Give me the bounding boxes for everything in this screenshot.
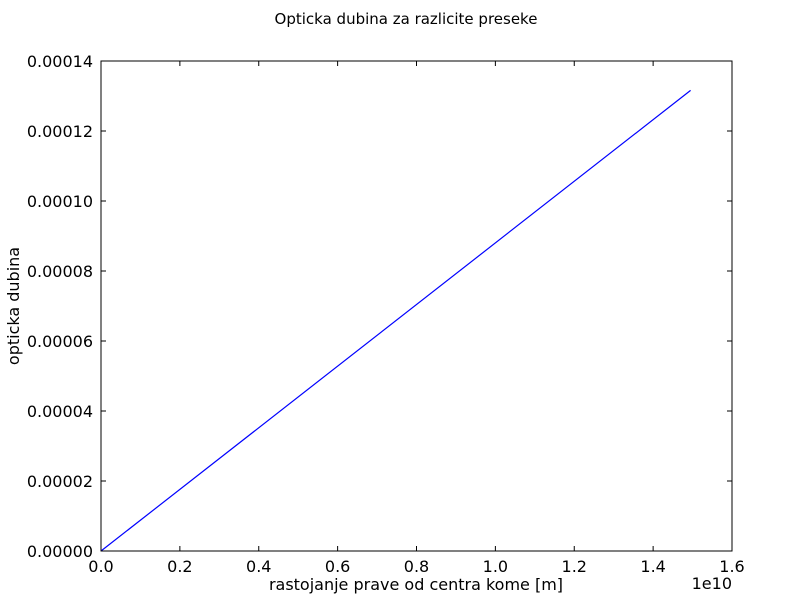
x-tick-label: 1.0 — [483, 557, 508, 576]
x-tick-label: 0.0 — [88, 557, 113, 576]
y-tick-label: 0.00010 — [27, 192, 93, 211]
x-tick-label: 1.2 — [562, 557, 587, 576]
x-tick-label: 0.6 — [325, 557, 350, 576]
plot-area: 0.0 0.2 0.4 0.6 0.8 1.0 1.2 1.4 1.6 0.00000 0.0000… — [27, 52, 745, 576]
x-axis-label: rastojanje prave od centra kome [m] — [269, 575, 563, 594]
y-tick-label: 0.00002 — [27, 472, 93, 491]
x-tick-label: 0.8 — [404, 557, 429, 576]
y-tick-label: 0.00012 — [27, 122, 93, 141]
x-axis-offset-text: 1e10 — [692, 574, 732, 593]
x-tick-label: 0.4 — [246, 557, 271, 576]
y-tick-label: 0.00006 — [27, 332, 93, 351]
series-line-0 — [100, 89, 691, 552]
y-tick-label: 0.00008 — [27, 262, 93, 281]
x-tick-label: 1.6 — [719, 557, 744, 576]
x-tick-label: 1.4 — [640, 557, 665, 576]
y-axis-label: opticka dubina — [4, 247, 23, 365]
chart-title: Opticka dubina za razlicite preseke — [275, 10, 538, 28]
y-tick-label: 0.00000 — [27, 542, 93, 561]
y-tick-label: 0.00014 — [27, 52, 93, 71]
x-tick-label: 0.2 — [167, 557, 192, 576]
y-tick-label: 0.00004 — [27, 402, 93, 421]
